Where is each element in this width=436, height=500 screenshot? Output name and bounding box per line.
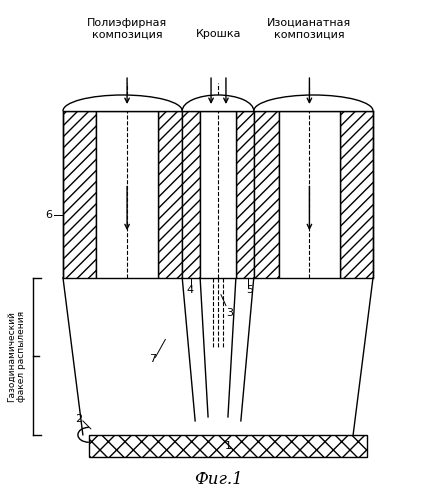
Bar <box>200 111 236 278</box>
Text: Рабочий
газ: Рабочий газ <box>285 172 334 193</box>
Bar <box>89 435 367 456</box>
Bar <box>254 111 279 278</box>
Bar <box>63 111 96 278</box>
Text: 5: 5 <box>246 284 253 294</box>
Text: Полиэфирная
композиция: Полиэфирная композиция <box>87 18 167 40</box>
Text: Крошка: Крошка <box>196 30 242 40</box>
Text: 3: 3 <box>226 308 233 318</box>
Bar <box>236 111 254 278</box>
Bar <box>340 111 373 278</box>
Text: 7: 7 <box>149 354 156 364</box>
Text: 2: 2 <box>75 414 82 424</box>
Bar <box>63 95 182 111</box>
Text: 6: 6 <box>46 210 53 220</box>
Text: Газодинамический
факел распыления: Газодинамический факел распыления <box>7 311 26 402</box>
Bar <box>182 111 200 278</box>
Bar <box>96 111 158 278</box>
Text: Изоцианатная
композиция: Изоцианатная композиция <box>267 18 351 40</box>
Text: Рабочий
газ: Рабочий газ <box>103 172 151 193</box>
Bar <box>279 111 340 278</box>
Text: Фиг.1: Фиг.1 <box>194 472 242 488</box>
Bar <box>254 95 373 111</box>
Bar <box>182 95 254 111</box>
Bar <box>158 111 182 278</box>
Text: 1: 1 <box>225 440 232 450</box>
Text: 4: 4 <box>187 284 194 294</box>
